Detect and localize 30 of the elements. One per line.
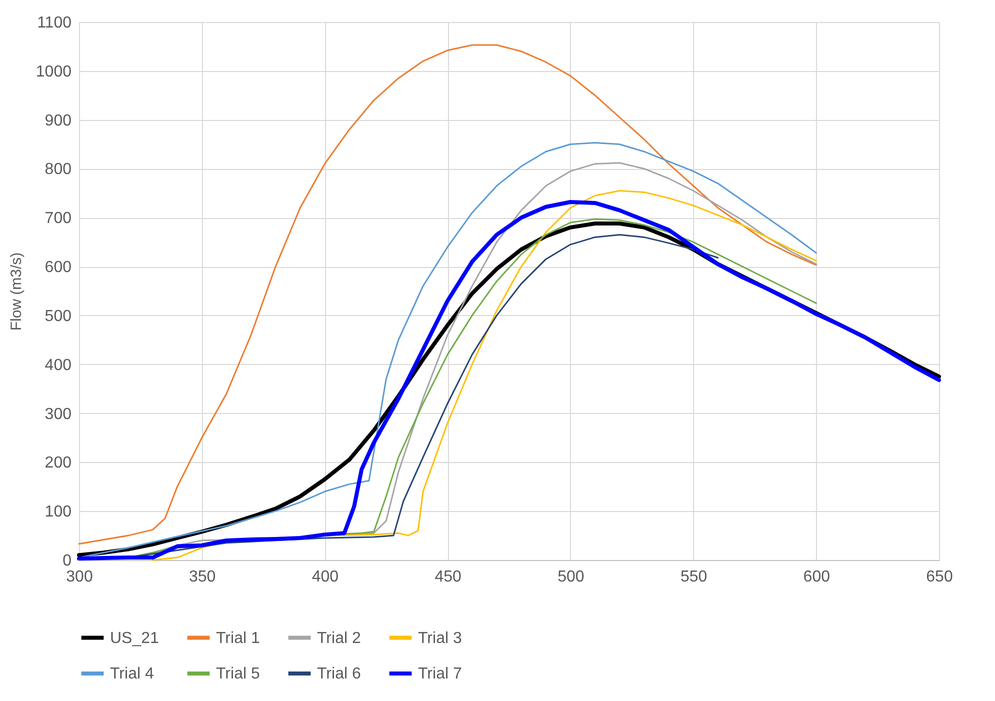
legend-label: Trial 1 <box>216 630 260 647</box>
y-tick-label: 300 <box>44 406 72 423</box>
y-tick-label: 500 <box>44 308 72 325</box>
y-tick-label: 600 <box>44 259 72 276</box>
x-tick-label: 450 <box>434 568 462 586</box>
y-tick-label: 400 <box>44 356 72 374</box>
legend-label: US_21 <box>110 630 160 647</box>
y-tick-label: 800 <box>44 161 72 178</box>
x-tick-label: 400 <box>312 568 339 586</box>
x-tick-label: 500 <box>558 568 584 586</box>
y-tick-label: 0 <box>62 552 72 570</box>
legend-label: Trial 2 <box>317 630 361 647</box>
legend-label: Trial 5 <box>216 666 260 682</box>
line-series <box>78 44 817 545</box>
y-tick-label: 700 <box>44 210 72 228</box>
y-tick-label: 1000 <box>36 63 72 80</box>
y-tick-label: 100 <box>44 504 72 521</box>
y-tick-label: 1100 <box>37 14 72 32</box>
legend-label: Trial 7 <box>418 666 462 682</box>
legend-label: Trial 4 <box>110 666 154 682</box>
legend-label: Trial 3 <box>418 630 462 647</box>
legend-label: Trial 6 <box>317 666 361 682</box>
x-tick-label: 600 <box>803 568 830 586</box>
x-tick-label: 650 <box>926 568 953 586</box>
y-tick-label: 900 <box>44 112 72 130</box>
x-tick-label: 550 <box>680 568 708 586</box>
x-tick-label: 350 <box>189 568 216 586</box>
y-axis-title: Flow (m3/s) <box>8 252 25 331</box>
y-tick-label: 200 <box>44 454 72 472</box>
x-tick-label: 300 <box>66 568 93 586</box>
